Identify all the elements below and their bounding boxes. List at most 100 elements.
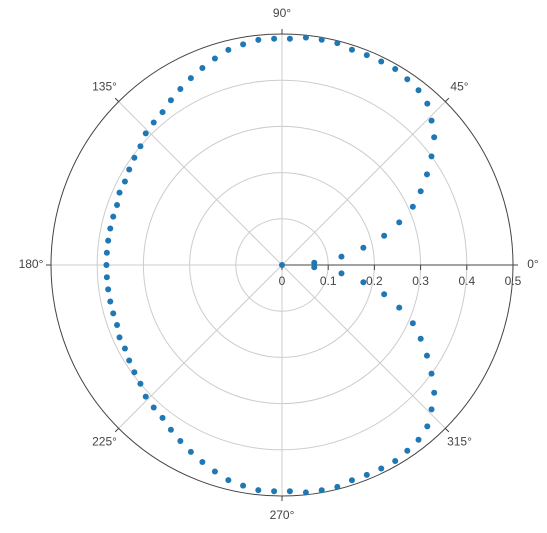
point: [121, 178, 128, 185]
point: [424, 100, 431, 107]
point: [392, 458, 399, 465]
angular-tick-label: 45°: [450, 80, 468, 94]
point: [177, 438, 184, 445]
point: [348, 46, 355, 53]
angular-tick-label: 135°: [92, 80, 117, 94]
point: [187, 448, 194, 455]
point: [381, 291, 388, 298]
point: [423, 171, 430, 178]
point: [121, 345, 128, 352]
point: [431, 134, 438, 141]
angular-tick: [444, 97, 450, 103]
point: [396, 304, 403, 311]
point: [334, 483, 341, 490]
point: [137, 143, 144, 150]
point: [338, 270, 345, 277]
point: [381, 232, 388, 239]
point: [318, 36, 325, 43]
point: [302, 489, 309, 496]
point: [431, 389, 438, 396]
point: [302, 34, 309, 41]
point: [187, 75, 194, 82]
point: [240, 482, 247, 489]
angular-grid-line: [118, 101, 283, 266]
point: [424, 423, 431, 430]
point: [110, 310, 117, 317]
point: [404, 447, 411, 454]
point: [126, 357, 133, 364]
angular-tick-label: 315°: [447, 435, 472, 449]
point: [142, 130, 149, 137]
point: [225, 46, 232, 53]
point: [363, 52, 370, 59]
point: [225, 477, 232, 484]
angular-grid-line: [281, 264, 446, 429]
point: [159, 109, 166, 116]
point: [131, 369, 138, 376]
point: [255, 487, 262, 494]
angular-tick-label: 90°: [273, 6, 291, 20]
point: [255, 36, 262, 43]
point: [199, 459, 206, 466]
point: [392, 65, 399, 72]
point: [126, 166, 133, 173]
point: [417, 188, 424, 195]
point: [423, 352, 430, 359]
point: [396, 219, 403, 226]
point: [409, 203, 416, 210]
point: [428, 370, 435, 377]
angular-tick-label: 0°: [527, 257, 539, 271]
point: [417, 335, 424, 342]
point: [279, 262, 285, 268]
point: [137, 380, 144, 387]
point: [142, 393, 149, 400]
point: [360, 244, 367, 251]
point: [150, 119, 157, 126]
angular-tick-label: 180°: [19, 257, 44, 271]
point: [415, 87, 422, 94]
point: [428, 153, 435, 160]
point: [311, 264, 318, 271]
point: [378, 465, 385, 472]
radial-tick-label: 0.4: [458, 274, 475, 288]
angular-grid-line: [281, 101, 446, 266]
point: [131, 154, 138, 161]
point: [409, 320, 416, 327]
point: [150, 404, 157, 411]
point: [318, 487, 325, 494]
angular-tick: [114, 427, 120, 433]
point: [211, 468, 218, 475]
point: [311, 259, 318, 266]
point: [286, 35, 293, 42]
point: [105, 286, 112, 293]
angular-grid-line: [118, 264, 283, 429]
point: [177, 85, 184, 92]
point: [167, 97, 174, 104]
point: [348, 477, 355, 484]
point: [211, 55, 218, 62]
point: [116, 334, 123, 341]
angular-tick-label: 270°: [270, 508, 295, 522]
point: [415, 436, 422, 443]
point: [428, 406, 435, 413]
point: [334, 40, 341, 47]
radial-tick-label: 0: [279, 274, 286, 288]
point: [286, 488, 293, 495]
radial-tick-label: 0.5: [505, 274, 522, 288]
point: [338, 253, 345, 260]
point: [428, 117, 435, 124]
point: [271, 35, 278, 42]
radial-tick-label: 0.2: [366, 274, 383, 288]
point: [159, 414, 166, 421]
point: [363, 471, 370, 478]
angular-tick: [114, 97, 120, 103]
point: [360, 279, 367, 286]
point: [404, 76, 411, 83]
point: [114, 322, 121, 329]
point: [199, 64, 206, 71]
point: [240, 41, 247, 48]
point: [103, 262, 110, 268]
point: [103, 274, 110, 281]
radial-tick-label: 0.1: [320, 274, 337, 288]
